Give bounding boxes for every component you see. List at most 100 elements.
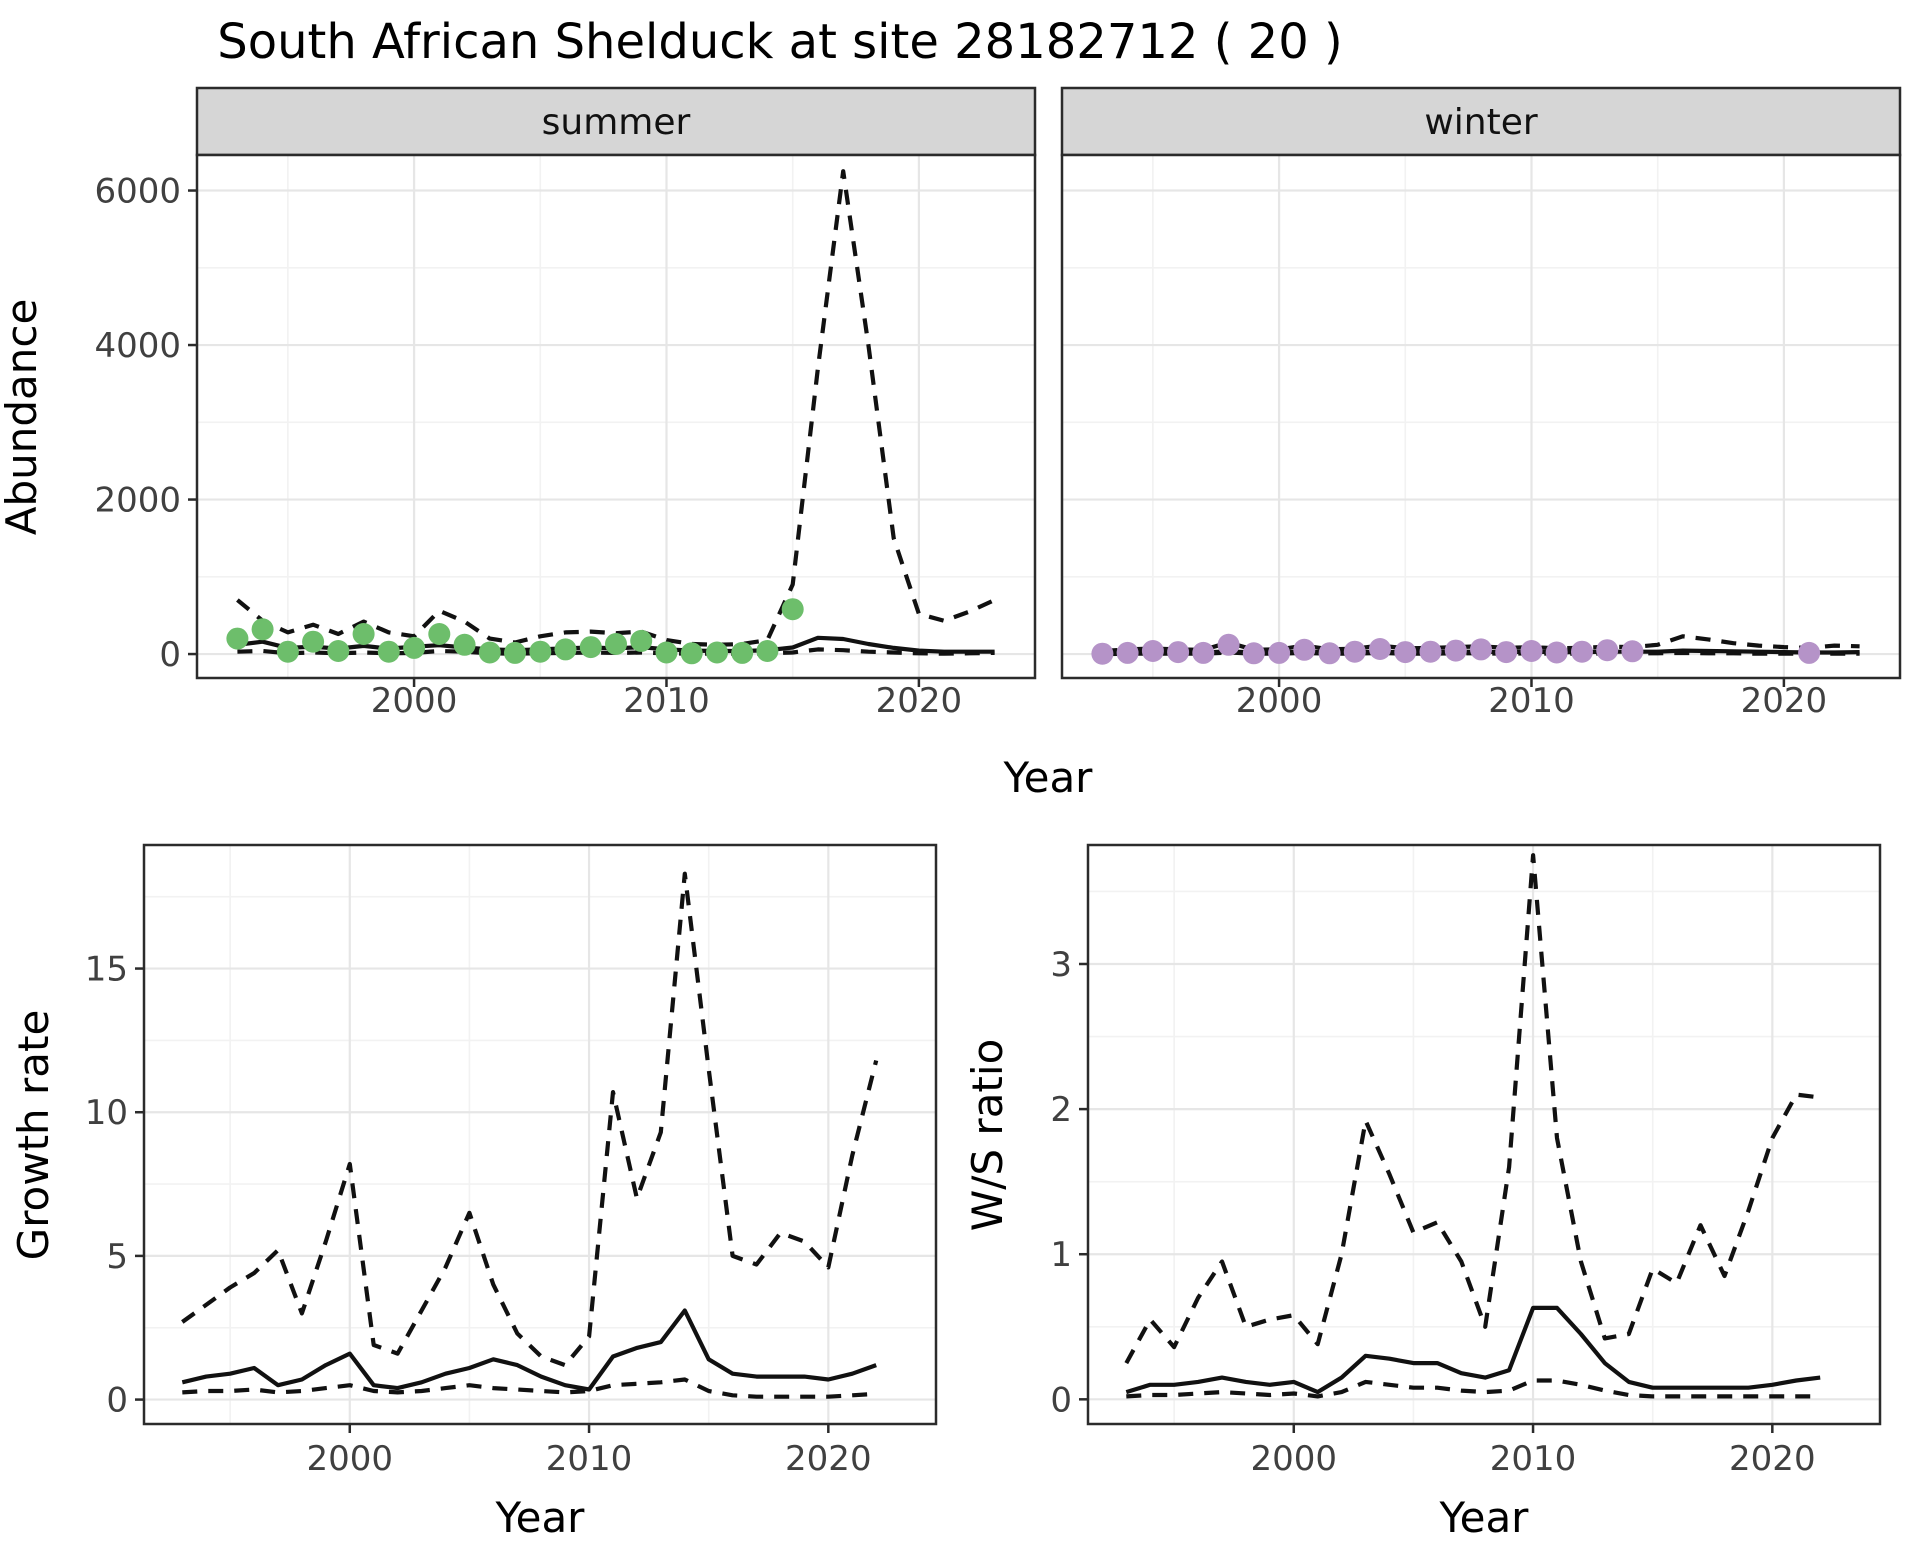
y-tick-label: 2000 bbox=[94, 481, 181, 521]
ratio-year-axis-title: Year bbox=[1439, 1493, 1530, 1542]
x-tick-label: 2000 bbox=[1251, 1439, 1338, 1479]
abundance-winter-point bbox=[1217, 633, 1240, 656]
abundance-winter-point bbox=[1116, 641, 1139, 664]
x-tick-label: 2000 bbox=[1236, 681, 1323, 721]
y-tick-label: 4000 bbox=[94, 326, 181, 366]
abundance-summer-point bbox=[655, 641, 678, 664]
growth-rate-mean-line bbox=[181, 1308, 877, 1392]
x-tick-label: 2010 bbox=[1488, 681, 1575, 721]
abundance-summer-point bbox=[377, 640, 400, 663]
panel-background bbox=[197, 155, 1035, 678]
y-tick-label: 6000 bbox=[94, 172, 181, 212]
abundance-winter-point bbox=[1167, 641, 1190, 664]
abundance-summer-point bbox=[554, 638, 577, 661]
facet-strip-summer-label: summer bbox=[542, 102, 691, 143]
abundance-summer-point bbox=[529, 640, 552, 663]
abundance-winter-point bbox=[1369, 638, 1391, 660]
abundance-summer-point bbox=[579, 636, 602, 659]
x-tick-label: 2020 bbox=[1741, 681, 1828, 721]
abundance-summer-point bbox=[781, 598, 804, 621]
ws-ratio-upper-ci-line bbox=[1124, 853, 1821, 1365]
abundance-winter-point bbox=[1419, 640, 1442, 663]
abundance-summer-point bbox=[226, 627, 249, 650]
y-tick-label: 10 bbox=[85, 1093, 128, 1133]
abundance-summer-point bbox=[680, 642, 703, 665]
facet-strip-winter: winter bbox=[1060, 86, 1902, 157]
abundance-axis-title: Abundance bbox=[0, 299, 46, 536]
y-tick-label: 1 bbox=[1050, 1235, 1072, 1275]
y-tick-label: 2 bbox=[1050, 1090, 1072, 1130]
growth-rate-axis-title: Growth rate bbox=[9, 1010, 58, 1261]
growth-rate-upper-ci-line bbox=[181, 871, 879, 1368]
top-year-axis-title: Year bbox=[1003, 753, 1094, 802]
y-tick-label: 15 bbox=[85, 950, 128, 990]
y-tick-label: 0 bbox=[106, 1381, 128, 1421]
figure-title: South African Shelduck at site 28182712 … bbox=[217, 14, 1343, 70]
abundance-summer-point bbox=[706, 641, 728, 664]
panel-border bbox=[195, 153, 1037, 680]
x-tick-label: 2000 bbox=[371, 681, 458, 721]
abundance-summer-point bbox=[352, 623, 375, 645]
panel-border bbox=[1060, 153, 1902, 680]
abundance-winter-point bbox=[1293, 638, 1316, 661]
abundance-winter-point bbox=[1596, 639, 1619, 662]
abundance-summer-point bbox=[605, 633, 627, 655]
growth-rate-lower-ci-line bbox=[182, 1377, 877, 1399]
abundance-winter-point bbox=[1495, 641, 1518, 664]
x-tick-label: 2020 bbox=[1729, 1439, 1816, 1479]
abundance-winter-point bbox=[1470, 638, 1492, 661]
abundance-summer-point bbox=[251, 618, 274, 641]
facet-strip-winter-bg bbox=[1060, 86, 1902, 157]
abundance-winter-point bbox=[1798, 641, 1821, 664]
panel-abundance-summer: 2000 2010 2020 0 2000 4000 6000 bbox=[94, 153, 1037, 721]
x-tick-label: 2020 bbox=[876, 681, 963, 721]
x-tick-label: 2010 bbox=[546, 1439, 633, 1479]
abundance-winter-point bbox=[1444, 639, 1467, 662]
abundance-summer-point bbox=[478, 641, 501, 664]
ws-ratio-lower-ci-line bbox=[1126, 1378, 1821, 1399]
abundance-summer-point bbox=[428, 623, 451, 645]
facet-strip-summer: summer bbox=[195, 86, 1037, 157]
abundance-winter-point bbox=[1192, 641, 1215, 664]
x-tick-label: 2020 bbox=[785, 1439, 872, 1479]
abundance-summer-point bbox=[731, 641, 754, 664]
panel-background bbox=[1062, 155, 1900, 678]
y-tick-label: 5 bbox=[106, 1237, 128, 1277]
abundance-winter-point bbox=[1268, 641, 1291, 664]
abundance-summer-point bbox=[276, 640, 299, 663]
panel-ws-ratio: 2000 2010 2020 0 1 2 3 bbox=[1050, 843, 1882, 1479]
abundance-winter-point bbox=[1343, 640, 1366, 663]
abundance-summer-point bbox=[453, 633, 476, 656]
growth-year-axis-title: Year bbox=[495, 1493, 586, 1542]
abundance-winter-point bbox=[1318, 642, 1341, 665]
abundance-summer-point bbox=[756, 640, 779, 662]
abundance-summer-point bbox=[302, 630, 325, 653]
abundance-summer-point bbox=[504, 641, 526, 664]
abundance-winter-point bbox=[1545, 641, 1568, 664]
abundance-winter-point bbox=[1571, 640, 1593, 663]
panel-abundance-winter: 2000 2010 2020 bbox=[1060, 153, 1902, 721]
abundance-winter-point bbox=[1091, 642, 1114, 665]
panel-background bbox=[144, 845, 936, 1424]
ws-ratio-axis-title: W/S ratio bbox=[963, 1039, 1012, 1232]
abundance-winter-point bbox=[1520, 640, 1543, 662]
abundance-winter-upper-ci-line bbox=[1102, 634, 1860, 654]
facet-strip-winter-label: winter bbox=[1424, 102, 1538, 143]
y-tick-label: 3 bbox=[1050, 945, 1072, 985]
abundance-summer-point bbox=[630, 629, 653, 652]
y-tick-label: 0 bbox=[1050, 1380, 1072, 1420]
abundance-winter-point bbox=[1621, 640, 1644, 663]
x-tick-label: 2000 bbox=[307, 1439, 394, 1479]
x-tick-label: 2010 bbox=[1490, 1439, 1577, 1479]
abundance-winter-point bbox=[1394, 641, 1417, 664]
abundance-winter-point bbox=[1141, 640, 1164, 662]
panel-growth-rate: 2000 2010 2020 0 5 10 15 bbox=[85, 843, 938, 1479]
ws-ratio-mean-line bbox=[1125, 1305, 1821, 1395]
panel-background bbox=[1088, 845, 1880, 1424]
y-tick-label: 0 bbox=[159, 635, 181, 675]
abundance-summer-point bbox=[403, 636, 426, 659]
abundance-winter-point bbox=[1242, 642, 1265, 665]
